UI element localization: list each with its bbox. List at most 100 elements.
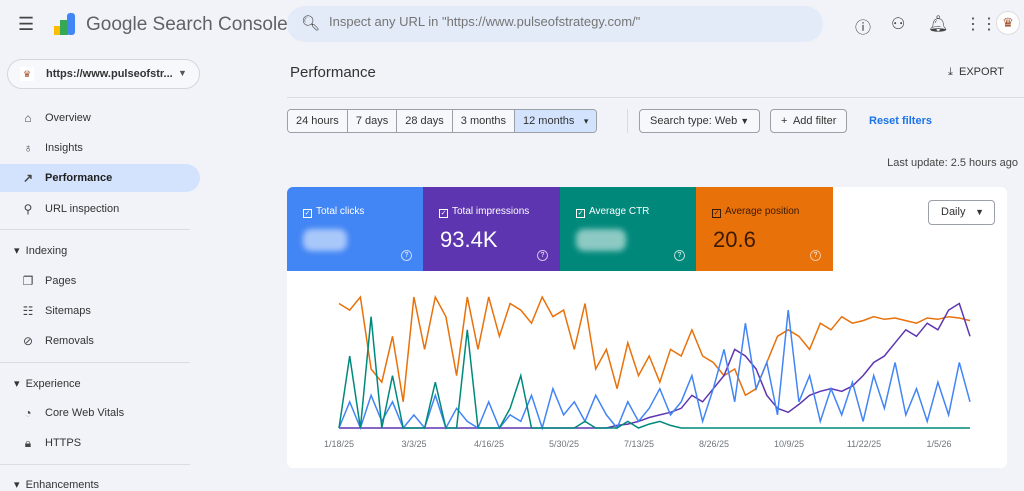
- page-title: Performance: [290, 64, 376, 81]
- notifications-icon[interactable]: 🔔︎: [928, 16, 949, 33]
- x-tick-label: 1/18/25: [324, 439, 354, 449]
- date-range-selector: 24 hours 7 days 28 days 3 months 12 mont…: [287, 109, 598, 133]
- divider: [627, 109, 628, 133]
- sidebar-item-overview[interactable]: ⌂ Overview: [0, 104, 200, 132]
- sidebar-item-insights[interactable]: ♁ Insights: [0, 134, 200, 162]
- last-update: Last update: 2.5 hours ago: [887, 157, 1018, 169]
- url-inspection-input[interactable]: [329, 14, 809, 29]
- pages-icon: ❐: [22, 274, 34, 288]
- reset-filters-link[interactable]: Reset filters: [869, 115, 932, 127]
- x-tick-label: 1/5/26: [926, 439, 951, 449]
- metric-label: Total impressions: [452, 206, 530, 217]
- granularity-label: Daily: [941, 206, 966, 218]
- sidebar-item-label: Performance: [45, 172, 113, 184]
- range-12-months[interactable]: 12 months: [515, 110, 597, 132]
- sidebar-item-url-inspection[interactable]: ⚲ URL inspection: [0, 195, 200, 223]
- section-label: Indexing: [25, 245, 68, 257]
- section-label: Enhancements: [25, 479, 100, 491]
- x-tick-label: 11/22/25: [847, 439, 881, 449]
- checkbox-icon[interactable]: ✓: [712, 209, 721, 218]
- section-experience[interactable]: ▾ Experience: [14, 378, 81, 390]
- metric-value: 20.6: [713, 227, 756, 252]
- help-icon[interactable]: ?: [810, 250, 821, 261]
- search-icon: ⚲: [23, 202, 33, 216]
- sidebar-item-label: HTTPS: [45, 437, 82, 449]
- divider: [0, 229, 190, 230]
- add-filter-label: Add filter: [792, 115, 837, 127]
- url-inspection-search[interactable]: 🔍︎: [287, 6, 823, 42]
- series-line-total-impressions: [339, 302, 971, 429]
- app-title: Google Search Console: [86, 14, 288, 35]
- sidebar-item-removals[interactable]: ⊘ Removals: [0, 327, 200, 355]
- search-icon: 🔍︎: [301, 15, 321, 32]
- series-line-average-position: [338, 294, 971, 402]
- divider: [0, 362, 190, 363]
- chevron-down-icon: ▼: [740, 116, 750, 126]
- help-icon[interactable]: ?: [537, 250, 548, 261]
- metric-label: Average position: [725, 206, 800, 217]
- search-type-filter[interactable]: Search type: Web ▼: [639, 109, 761, 133]
- sidebar-item-https[interactable]: 🔒︎ HTTPS: [0, 429, 200, 457]
- x-tick-label: 5/30/25: [549, 439, 579, 449]
- metric-value: 93.4K: [440, 227, 498, 252]
- performance-chart: 1/18/25 3/3/25 4/16/25 5/30/25 7/13/25 8/26/2…: [324, 294, 971, 449]
- manage-users-icon[interactable]: ⚇: [891, 16, 906, 33]
- section-label: Experience: [25, 378, 81, 390]
- range-7-days[interactable]: 7 days: [347, 110, 398, 132]
- avatar[interactable]: ♛: [996, 11, 1020, 35]
- x-tick-label: 4/16/25: [474, 439, 504, 449]
- chevron-down-icon: ▼: [975, 207, 984, 217]
- search-console-logo: [54, 13, 75, 35]
- sidebar-item-label: Insights: [45, 142, 83, 154]
- metric-value-redacted: [303, 229, 347, 251]
- help-icon[interactable]: ?: [401, 250, 412, 261]
- metric-average-ctr[interactable]: ✓ Average CTR?: [560, 187, 697, 271]
- apps-grid-icon[interactable]: ⋮⋮: [965, 16, 997, 33]
- checkbox-icon[interactable]: ✓: [576, 209, 585, 218]
- top-bar: ☰ Google Search Console 🔍︎ ⓘ ⚇ 🔔︎ ⋮⋮ ♛: [0, 0, 1024, 48]
- metric-average-position[interactable]: ✓ Average position 20.6?: [696, 187, 833, 271]
- sidebar-item-performance[interactable]: ↗ Performance: [0, 164, 200, 192]
- metric-total-clicks[interactable]: ✓ Total clicks?: [287, 187, 424, 271]
- range-28-days[interactable]: 28 days: [397, 110, 453, 132]
- granularity-selector[interactable]: Daily ▼: [928, 200, 995, 225]
- sidebar-item-label: Sitemaps: [45, 305, 91, 317]
- metric-label: Average CTR: [589, 206, 650, 217]
- add-filter-button[interactable]: + Add filter: [770, 109, 848, 133]
- sidebar-item-pages[interactable]: ❐ Pages: [0, 267, 200, 295]
- checkbox-icon[interactable]: ✓: [439, 209, 448, 218]
- metric-total-impressions[interactable]: ✓ Total impressions 93.4K?: [423, 187, 560, 271]
- lock-icon: 🔒︎: [24, 436, 32, 450]
- series-line-average-ctr: [338, 316, 970, 429]
- range-24-hours[interactable]: 24 hours: [288, 110, 348, 132]
- metric-value-redacted: [576, 229, 626, 251]
- lightbulb-icon: ♁: [23, 141, 33, 155]
- divider: [0, 464, 190, 465]
- plus-icon: +: [781, 115, 788, 127]
- section-indexing[interactable]: ▾ Indexing: [14, 245, 68, 257]
- property-selector[interactable]: ♛ https://www.pulseofstr... ▼: [7, 59, 200, 89]
- x-tick-label: 3/3/25: [401, 439, 426, 449]
- sidebar-item-core-web-vitals[interactable]: ◔ Core Web Vitals: [0, 399, 200, 427]
- export-button[interactable]: ⤓ EXPORT: [948, 66, 1004, 79]
- range-3-months[interactable]: 3 months: [452, 110, 516, 132]
- download-icon: ⤓: [948, 66, 953, 78]
- export-label: EXPORT: [959, 66, 1005, 78]
- x-tick-label: 7/13/25: [624, 439, 654, 449]
- sidebar-item-label: URL inspection: [45, 203, 120, 215]
- x-tick-label: 8/26/25: [699, 439, 729, 449]
- help-icon[interactable]: ⓘ: [855, 20, 872, 37]
- sidebar-item-label: Core Web Vitals: [45, 407, 125, 419]
- x-tick-label: 10/9/25: [774, 439, 804, 449]
- sidebar-item-sitemaps[interactable]: ☷ Sitemaps: [0, 297, 200, 325]
- speedometer-icon: ◔: [24, 406, 32, 420]
- property-label: https://www.pulseofstr...: [46, 68, 173, 80]
- hamburger-menu-icon[interactable]: ☰: [18, 14, 35, 34]
- help-icon[interactable]: ?: [674, 250, 685, 261]
- property-favicon: ♛: [20, 67, 34, 81]
- sidebar-item-label: Removals: [45, 335, 94, 347]
- trending-icon: ↗: [22, 171, 34, 185]
- checkbox-icon[interactable]: ✓: [303, 209, 312, 218]
- chevron-down-icon: ▼: [178, 68, 187, 78]
- sidebar-item-label: Overview: [45, 112, 91, 124]
